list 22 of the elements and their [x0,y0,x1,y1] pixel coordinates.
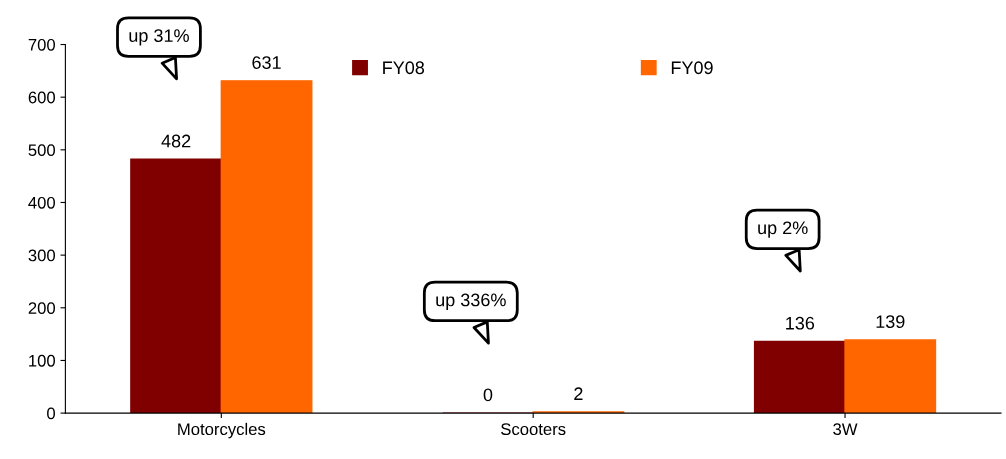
annotation: up 2% [758,221,808,238]
annotation: up 31% [129,29,189,46]
data-label: 482 [161,134,191,148]
y-tick-label: 200 [28,302,56,314]
legend-label: FY08 [383,61,425,75]
y-tick-label: 300 [28,249,56,262]
y-tick-label: 700 [28,38,56,51]
legend-label: FY09 [671,61,713,75]
x-tick-label: Scooters [501,423,566,436]
y-tick-label: 600 [28,91,56,104]
data-label: 139 [876,315,905,329]
y-tick-label: 400 [28,196,56,209]
data-label: 136 [786,316,815,330]
annotation: up 336% [436,293,506,310]
x-tick-label: Motorcycles [178,422,266,439]
data-label: 2 [574,387,583,400]
data-label: 0 [483,388,493,402]
y-tick-label: 100 [29,354,56,367]
x-tick-label: 3W [833,423,858,436]
y-tick-label: 0 [47,407,56,420]
data-label: 631 [252,56,281,69]
y-tick-label: 500 [28,144,56,157]
